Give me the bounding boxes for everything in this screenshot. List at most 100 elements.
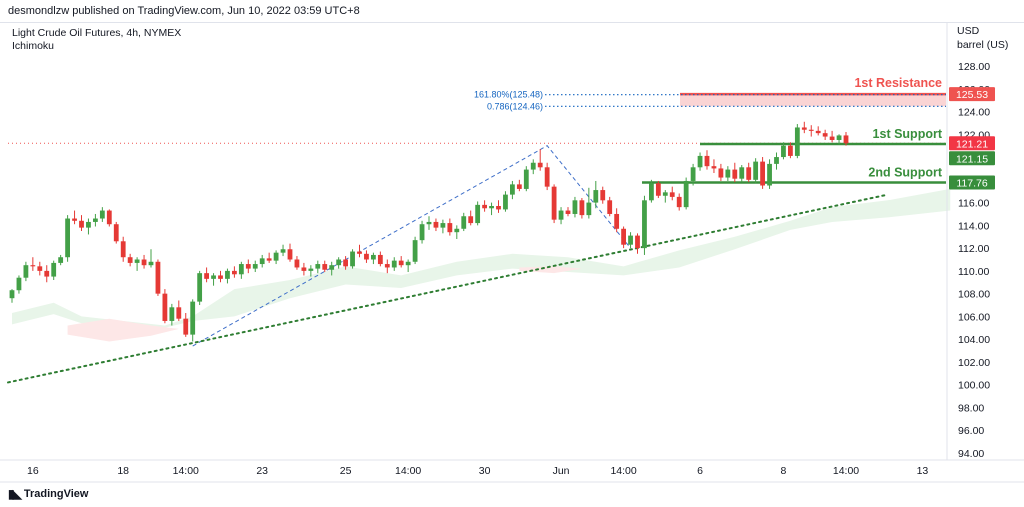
candle-body bbox=[377, 254, 383, 265]
candle-body bbox=[190, 301, 196, 335]
publish-header: desmondlzw published on TradingView.com,… bbox=[0, 0, 1024, 23]
candle-body bbox=[774, 157, 779, 164]
price-tick-label: 124.00 bbox=[958, 107, 990, 119]
candle-body bbox=[808, 129, 814, 131]
price-tick-label: 128.00 bbox=[958, 61, 990, 73]
candle-body bbox=[711, 166, 717, 169]
candle-body bbox=[9, 290, 15, 299]
candle-body bbox=[93, 218, 98, 222]
support-2-price-badge-text: 117.76 bbox=[956, 178, 987, 190]
candle-body bbox=[503, 194, 508, 210]
candle-body bbox=[697, 155, 703, 168]
candle-body bbox=[558, 210, 564, 220]
fib-level-label: 161.80%(125.48) bbox=[474, 90, 543, 100]
time-tick-label: 23 bbox=[256, 465, 268, 477]
indicator-name[interactable]: Ichimoku bbox=[12, 40, 55, 52]
candle-body bbox=[79, 220, 84, 228]
candle-body bbox=[252, 264, 258, 269]
candle-body bbox=[551, 186, 557, 220]
ichimoku-cloud bbox=[12, 188, 951, 342]
candle-body bbox=[127, 257, 133, 263]
candle-body bbox=[496, 206, 501, 210]
candle-body bbox=[440, 223, 446, 228]
candle-body bbox=[475, 204, 481, 224]
candle-body bbox=[398, 260, 404, 266]
candle-body bbox=[482, 204, 487, 209]
candle-body bbox=[308, 268, 314, 271]
support-2-label: 2nd Support bbox=[868, 166, 942, 180]
candle-body bbox=[572, 200, 578, 214]
time-tick-label: Jun bbox=[553, 465, 570, 477]
candle-body bbox=[37, 266, 43, 271]
candle-body bbox=[259, 258, 265, 265]
candle-body bbox=[329, 265, 335, 270]
candle-body bbox=[65, 218, 70, 258]
candle-body bbox=[225, 270, 230, 279]
candle-body bbox=[371, 254, 376, 260]
tradingview-logo-icon: ▮◣ bbox=[8, 487, 22, 501]
candle-body bbox=[72, 218, 77, 221]
price-tick-label: 102.00 bbox=[958, 357, 990, 369]
symbol-title[interactable]: Light Crude Oil Futures, 4h, NYMEX bbox=[12, 27, 182, 39]
support-1-price-badge-text: 121.15 bbox=[956, 153, 988, 165]
candle-body bbox=[725, 169, 731, 178]
candle-body bbox=[169, 307, 175, 321]
price-tick-label: 108.00 bbox=[958, 289, 990, 301]
candle-body bbox=[760, 161, 765, 186]
candle-body bbox=[364, 253, 369, 260]
axis-currency: USD bbox=[957, 25, 980, 37]
candle-body bbox=[315, 264, 321, 269]
candle-body bbox=[843, 135, 849, 144]
candle-body bbox=[218, 275, 223, 279]
fib-lines: 161.80%(125.48)0.786(124.46) bbox=[474, 90, 946, 111]
candle-body bbox=[51, 262, 57, 277]
candle-body bbox=[642, 200, 647, 249]
abcd-pattern bbox=[192, 145, 631, 347]
candle-body bbox=[447, 223, 453, 233]
candle-body bbox=[628, 235, 633, 245]
candle-body bbox=[454, 228, 460, 233]
cloud-bearish bbox=[67, 318, 179, 342]
time-tick-label: 30 bbox=[479, 465, 491, 477]
candle-body bbox=[162, 293, 168, 321]
last-price-badge-text: 121.21 bbox=[956, 138, 988, 150]
candle-body bbox=[16, 277, 22, 291]
candle-body bbox=[141, 259, 147, 266]
time-tick-label: 14:00 bbox=[610, 465, 636, 477]
candle-body bbox=[607, 200, 613, 214]
candle-body bbox=[537, 162, 543, 168]
candle-body bbox=[405, 261, 411, 266]
candle-body bbox=[635, 235, 640, 249]
candle-body bbox=[801, 127, 807, 130]
candle-body bbox=[433, 221, 439, 228]
candle-body bbox=[704, 155, 710, 167]
candle-body bbox=[113, 224, 119, 242]
resistance-label: 1st Resistance bbox=[854, 76, 942, 90]
candle-body bbox=[391, 260, 397, 268]
support-1-price-badge bbox=[949, 151, 995, 166]
candle-body bbox=[461, 216, 467, 229]
candle-body bbox=[155, 261, 161, 294]
candle-body bbox=[739, 167, 745, 179]
candle-body bbox=[357, 251, 362, 254]
candle-body bbox=[343, 259, 348, 267]
candle-body bbox=[836, 135, 842, 140]
candle-body bbox=[593, 190, 599, 203]
trendline-dotted bbox=[7, 193, 889, 384]
price-tick-label: 98.00 bbox=[958, 402, 984, 414]
candle-body bbox=[746, 167, 752, 180]
candle-body bbox=[732, 169, 738, 179]
trendline bbox=[7, 193, 889, 384]
resistance-zone bbox=[680, 93, 946, 107]
level-labels: 1st Resistance 1st Support 2nd Support 125.… bbox=[854, 76, 995, 190]
candle-body bbox=[232, 270, 237, 275]
tradingview-brand[interactable]: ▮◣ TradingView bbox=[8, 487, 88, 501]
price-chart[interactable]: 161.80%(125.48)0.786(124.46) USD barrel (… bbox=[0, 22, 1024, 507]
support-1-label: 1st Support bbox=[873, 127, 943, 141]
candle-body bbox=[649, 183, 654, 201]
candle-body bbox=[273, 252, 279, 261]
price-tick-label: 100.00 bbox=[958, 380, 990, 392]
price-tick-label: 114.00 bbox=[958, 220, 989, 232]
brand-label: TradingView bbox=[23, 488, 89, 500]
candle-body bbox=[322, 264, 328, 270]
